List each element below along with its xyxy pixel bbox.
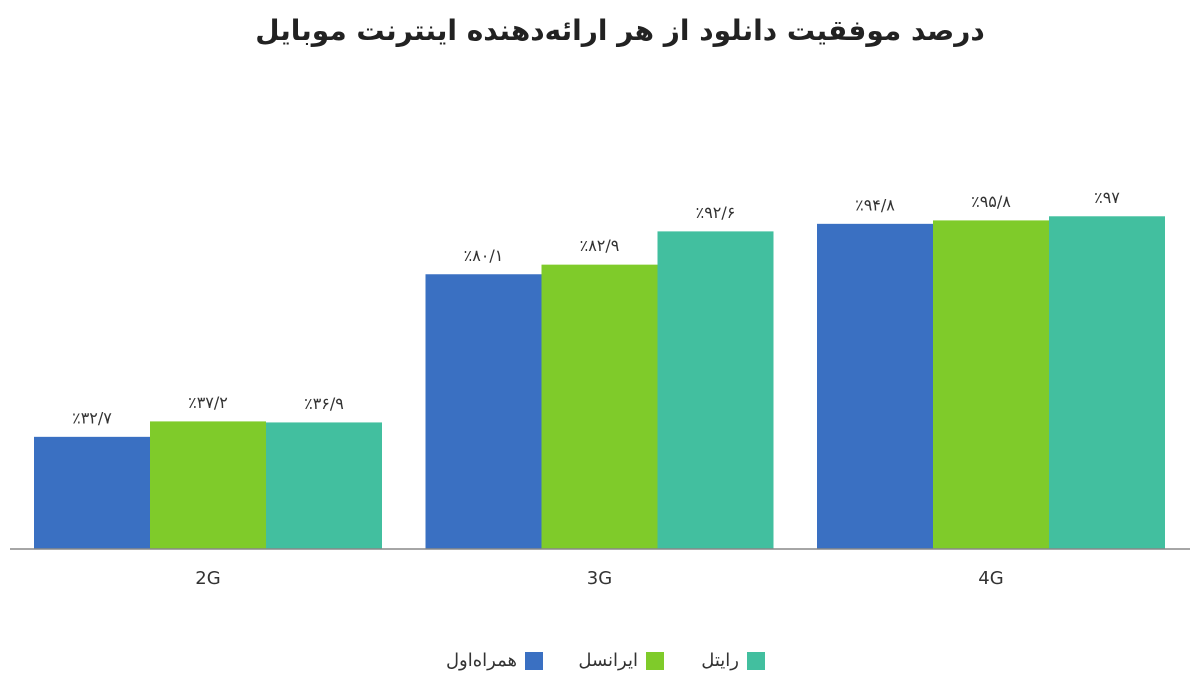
legend-label: ایرانسل	[578, 650, 638, 671]
bar	[34, 436, 150, 549]
value-label: ٪۹۵/۸	[971, 192, 1011, 211]
value-label: ٪۸۲/۹	[580, 236, 620, 255]
bar	[425, 274, 542, 549]
bar	[1049, 216, 1165, 550]
bar	[933, 220, 1049, 549]
bar	[817, 223, 933, 549]
value-label: ٪۹۴/۸	[855, 195, 895, 214]
legend-swatch	[646, 652, 664, 670]
legend-swatch	[747, 652, 765, 670]
chart-title: درصد موفقیت دانلود از هر ارائه‌دهنده این…	[255, 14, 984, 47]
value-label: ٪۹۷	[1094, 188, 1120, 207]
x-tick-label: 2G	[195, 568, 220, 589]
bar	[657, 231, 774, 549]
legend-swatch	[525, 652, 543, 670]
value-label: ٪۳۶/۹	[304, 394, 344, 413]
bar	[541, 264, 658, 549]
legend-label: رایتل	[701, 650, 739, 671]
value-label: ٪۸۰/۱	[464, 246, 504, 265]
value-label: ٪۳۲/۷	[72, 408, 112, 427]
x-tick-label: 3G	[587, 568, 612, 589]
value-label: ٪۹۲/۶	[696, 203, 736, 222]
bar	[150, 421, 266, 549]
bar	[266, 422, 382, 549]
x-tick-label: 4G	[978, 568, 1003, 589]
legend-label: همراه‌اول	[446, 650, 517, 671]
value-label: ٪۳۷/۲	[188, 393, 228, 412]
